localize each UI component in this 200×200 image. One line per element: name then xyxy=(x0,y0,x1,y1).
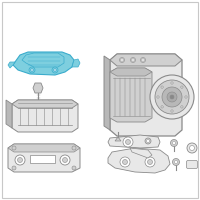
Polygon shape xyxy=(33,83,43,93)
Circle shape xyxy=(142,59,144,61)
Circle shape xyxy=(185,96,187,98)
Circle shape xyxy=(126,140,130,144)
Polygon shape xyxy=(8,144,80,152)
Polygon shape xyxy=(12,100,78,132)
Circle shape xyxy=(15,155,25,165)
Circle shape xyxy=(52,67,58,73)
Circle shape xyxy=(172,142,176,144)
Circle shape xyxy=(167,92,177,102)
Polygon shape xyxy=(108,135,160,148)
Circle shape xyxy=(187,143,197,153)
Circle shape xyxy=(12,166,16,170)
Circle shape xyxy=(18,158,22,162)
Circle shape xyxy=(60,155,70,165)
Circle shape xyxy=(171,110,173,112)
Circle shape xyxy=(12,146,16,150)
Circle shape xyxy=(72,166,76,170)
Circle shape xyxy=(162,87,182,107)
Circle shape xyxy=(62,158,68,162)
Polygon shape xyxy=(110,68,152,76)
Polygon shape xyxy=(72,59,80,67)
Circle shape xyxy=(171,82,173,84)
Circle shape xyxy=(120,58,124,62)
Polygon shape xyxy=(104,56,110,130)
Circle shape xyxy=(148,160,153,164)
Circle shape xyxy=(150,75,194,119)
Circle shape xyxy=(121,59,123,61)
Polygon shape xyxy=(108,148,170,173)
Circle shape xyxy=(72,146,76,150)
Circle shape xyxy=(132,59,134,61)
Polygon shape xyxy=(8,62,15,68)
Circle shape xyxy=(190,146,194,150)
Circle shape xyxy=(29,67,35,73)
Polygon shape xyxy=(110,54,182,136)
Circle shape xyxy=(122,160,128,164)
Circle shape xyxy=(174,160,178,164)
Circle shape xyxy=(170,140,178,146)
Circle shape xyxy=(145,157,155,167)
Polygon shape xyxy=(115,137,121,141)
Circle shape xyxy=(146,140,150,142)
Circle shape xyxy=(155,80,189,114)
Circle shape xyxy=(145,138,151,144)
Circle shape xyxy=(170,95,174,99)
Polygon shape xyxy=(6,100,12,128)
Polygon shape xyxy=(110,68,152,122)
Polygon shape xyxy=(130,148,152,158)
Polygon shape xyxy=(22,53,64,67)
Circle shape xyxy=(181,86,183,88)
Circle shape xyxy=(140,58,146,62)
Polygon shape xyxy=(13,52,74,75)
Polygon shape xyxy=(12,100,78,108)
Polygon shape xyxy=(8,144,80,172)
Circle shape xyxy=(161,86,163,88)
Circle shape xyxy=(161,106,163,108)
Circle shape xyxy=(181,106,183,108)
Polygon shape xyxy=(110,54,182,66)
Circle shape xyxy=(157,96,159,98)
Circle shape xyxy=(120,157,130,167)
Polygon shape xyxy=(30,155,55,163)
Circle shape xyxy=(54,68,57,72)
Circle shape xyxy=(123,137,133,147)
Circle shape xyxy=(130,58,136,62)
Circle shape xyxy=(30,68,34,72)
Circle shape xyxy=(172,158,180,166)
FancyBboxPatch shape xyxy=(186,160,198,168)
